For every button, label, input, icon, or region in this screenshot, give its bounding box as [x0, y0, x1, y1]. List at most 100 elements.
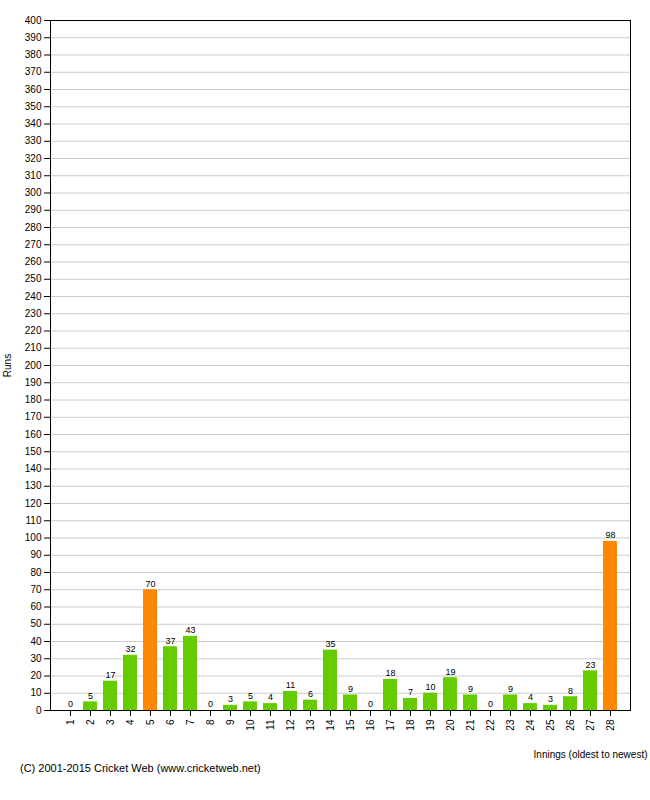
svg-text:22: 22: [485, 719, 496, 731]
svg-text:15: 15: [345, 719, 356, 731]
svg-text:0: 0: [68, 699, 73, 709]
svg-text:400: 400: [25, 15, 42, 26]
svg-text:23: 23: [585, 660, 595, 670]
svg-text:310: 310: [25, 170, 42, 181]
svg-text:19: 19: [445, 667, 455, 677]
svg-text:37: 37: [165, 636, 175, 646]
svg-text:10: 10: [245, 719, 256, 731]
svg-text:190: 190: [25, 377, 42, 388]
svg-text:12: 12: [285, 719, 296, 731]
svg-text:14: 14: [325, 719, 336, 731]
svg-text:180: 180: [25, 394, 42, 405]
svg-text:Runs: Runs: [2, 354, 13, 377]
svg-text:32: 32: [125, 644, 135, 654]
svg-text:6: 6: [308, 689, 313, 699]
svg-text:2: 2: [85, 719, 96, 725]
svg-text:4: 4: [528, 692, 533, 702]
svg-text:43: 43: [185, 625, 195, 635]
svg-text:20: 20: [445, 719, 456, 731]
svg-text:11: 11: [286, 680, 295, 690]
svg-text:320: 320: [25, 153, 42, 164]
svg-text:28: 28: [605, 719, 616, 731]
svg-text:280: 280: [25, 222, 42, 233]
svg-text:220: 220: [25, 325, 42, 336]
svg-text:4: 4: [268, 692, 273, 702]
svg-text:290: 290: [25, 204, 42, 215]
html-text:(C) 2001-2015 Cricket Web (www: (C) 2001-2015 Cricket Web (www.cricketwe…: [20, 762, 261, 774]
svg-text:21: 21: [465, 719, 476, 731]
svg-text:10: 10: [425, 682, 435, 692]
svg-text:250: 250: [25, 273, 42, 284]
svg-text:360: 360: [25, 84, 42, 95]
svg-text:20: 20: [30, 670, 42, 681]
svg-text:370: 370: [25, 66, 42, 77]
svg-text:27: 27: [585, 719, 596, 731]
svg-text:35: 35: [325, 639, 335, 649]
svg-text:60: 60: [30, 601, 42, 612]
svg-text:160: 160: [25, 429, 42, 440]
svg-text:9: 9: [348, 684, 353, 694]
svg-text:270: 270: [25, 239, 42, 250]
svg-text:11: 11: [265, 719, 276, 730]
svg-text:17: 17: [385, 719, 396, 731]
svg-text:70: 70: [30, 584, 42, 595]
svg-text:6: 6: [165, 719, 176, 725]
svg-text:110: 110: [26, 515, 42, 526]
svg-text:260: 260: [25, 256, 42, 267]
svg-text:18: 18: [405, 719, 416, 731]
svg-text:9: 9: [225, 719, 236, 725]
svg-text:150: 150: [25, 446, 42, 457]
svg-text:140: 140: [25, 463, 42, 474]
svg-text:0: 0: [208, 699, 213, 709]
svg-text:210: 210: [25, 342, 42, 353]
svg-text:10: 10: [30, 687, 42, 698]
svg-text:5: 5: [88, 691, 93, 701]
svg-text:98: 98: [605, 530, 615, 540]
svg-text:16: 16: [365, 719, 376, 731]
svg-text:5: 5: [248, 691, 253, 701]
svg-text:8: 8: [205, 719, 216, 725]
svg-text:9: 9: [508, 684, 513, 694]
svg-text:40: 40: [30, 636, 42, 647]
svg-text:7: 7: [408, 687, 413, 697]
svg-text:30: 30: [30, 653, 42, 664]
svg-text:0: 0: [36, 705, 42, 716]
svg-text:4: 4: [125, 719, 136, 725]
svg-text:23: 23: [505, 719, 516, 731]
svg-text:50: 50: [30, 618, 42, 629]
svg-text:Innings (oldest to newest): Innings (oldest to newest): [534, 749, 648, 760]
svg-text:18: 18: [385, 668, 395, 678]
svg-text:90: 90: [30, 549, 42, 560]
svg-text:3: 3: [228, 694, 233, 704]
svg-text:120: 120: [25, 498, 42, 509]
svg-text:240: 240: [25, 291, 42, 302]
svg-text:350: 350: [25, 101, 42, 112]
svg-text:130: 130: [25, 480, 42, 491]
svg-text:5: 5: [145, 719, 156, 725]
svg-text:17: 17: [105, 670, 115, 680]
svg-text:100: 100: [25, 532, 42, 543]
svg-text:26: 26: [565, 719, 576, 731]
svg-text:24: 24: [525, 719, 536, 731]
svg-text:3: 3: [548, 694, 553, 704]
svg-text:3: 3: [105, 719, 116, 725]
svg-text:19: 19: [425, 719, 436, 731]
svg-text:13: 13: [305, 719, 316, 731]
svg-text:8: 8: [568, 686, 573, 696]
svg-text:390: 390: [25, 32, 42, 43]
svg-text:80: 80: [30, 567, 42, 578]
svg-text:200: 200: [25, 360, 42, 371]
svg-text:7: 7: [185, 719, 196, 725]
svg-text:340: 340: [25, 118, 42, 129]
svg-text:70: 70: [145, 579, 155, 589]
svg-text:9: 9: [468, 684, 473, 694]
svg-text:1: 1: [65, 719, 76, 725]
svg-text:300: 300: [25, 187, 42, 198]
svg-text:230: 230: [25, 308, 42, 319]
svg-text:170: 170: [25, 411, 42, 422]
svg-text:330: 330: [25, 135, 42, 146]
svg-text:380: 380: [25, 49, 42, 60]
svg-text:0: 0: [488, 699, 493, 709]
svg-text:25: 25: [545, 719, 556, 731]
svg-text:0: 0: [368, 699, 373, 709]
